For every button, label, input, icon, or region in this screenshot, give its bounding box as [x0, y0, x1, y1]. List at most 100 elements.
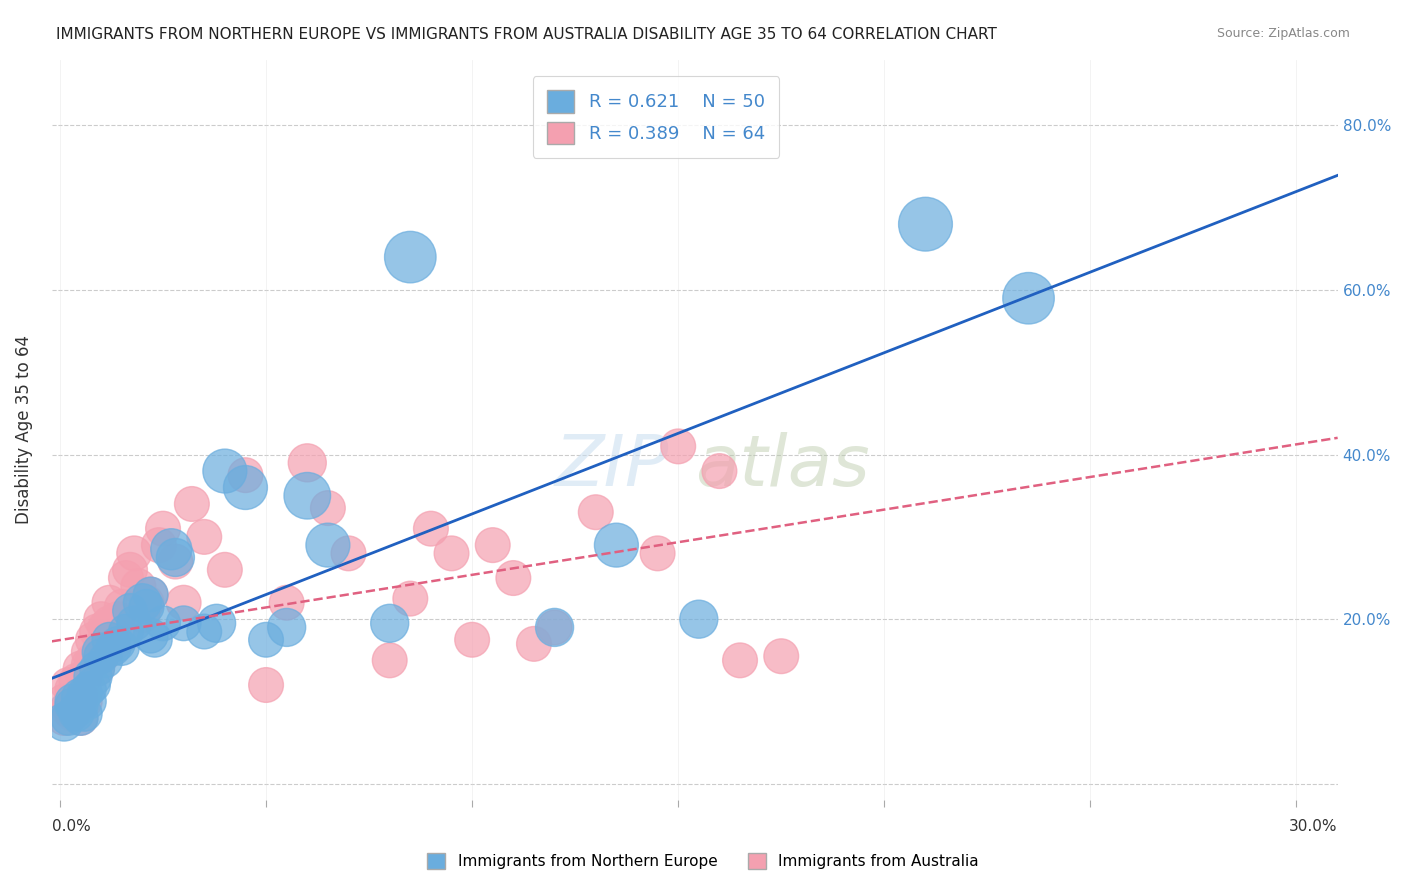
Point — [205, 616, 228, 631]
Point — [98, 632, 121, 647]
Point — [419, 522, 441, 536]
Point — [69, 690, 91, 705]
Point — [98, 616, 121, 631]
Point — [193, 530, 215, 544]
Text: atlas: atlas — [695, 433, 869, 501]
Point — [82, 678, 104, 692]
Point — [543, 620, 565, 634]
Point — [94, 653, 117, 667]
Legend: R = 0.621    N = 50, R = 0.389    N = 64: R = 0.621 N = 50, R = 0.389 N = 64 — [533, 76, 779, 158]
Point — [90, 645, 112, 659]
Point — [115, 624, 138, 639]
Point — [69, 698, 91, 713]
Point — [98, 596, 121, 610]
Point — [115, 571, 138, 585]
Point — [90, 612, 112, 626]
Point — [111, 629, 134, 643]
Point — [180, 497, 202, 511]
Point — [120, 604, 142, 618]
Point — [297, 489, 319, 503]
Point — [399, 591, 422, 606]
Point — [122, 616, 145, 631]
Point — [139, 587, 162, 601]
Point — [53, 711, 76, 725]
Point — [73, 706, 96, 721]
Point — [53, 698, 76, 713]
Point — [58, 678, 80, 692]
Point — [585, 505, 607, 519]
Point — [316, 538, 339, 552]
Point — [77, 694, 100, 708]
Point — [94, 645, 117, 659]
Point — [86, 624, 108, 639]
Point — [160, 542, 183, 557]
Point — [543, 620, 565, 634]
Point — [139, 629, 162, 643]
Point — [235, 468, 257, 483]
Point — [53, 694, 76, 708]
Point — [58, 703, 80, 717]
Point — [152, 522, 174, 536]
Point — [914, 217, 936, 231]
Point — [1018, 291, 1040, 305]
Legend: Immigrants from Northern Europe, Immigrants from Australia: Immigrants from Northern Europe, Immigra… — [420, 847, 986, 875]
Text: IMMIGRANTS FROM NORTHERN EUROPE VS IMMIGRANTS FROM AUSTRALIA DISABILITY AGE 35 T: IMMIGRANTS FROM NORTHERN EUROPE VS IMMIG… — [56, 27, 997, 42]
Point — [214, 563, 236, 577]
Y-axis label: Disability Age 35 to 64: Disability Age 35 to 64 — [15, 335, 32, 524]
Point — [440, 546, 463, 560]
Point — [111, 599, 134, 614]
Point — [122, 546, 145, 560]
Point — [461, 632, 484, 647]
Point — [120, 563, 142, 577]
Point — [103, 640, 125, 655]
Point — [502, 571, 524, 585]
Point — [77, 682, 100, 697]
Point — [728, 653, 751, 667]
Point — [86, 662, 108, 676]
Point — [107, 637, 129, 651]
Point — [647, 546, 669, 560]
Point — [378, 616, 401, 631]
Point — [86, 662, 108, 676]
Point — [235, 481, 257, 495]
Point — [82, 653, 104, 667]
Point — [666, 439, 689, 453]
Point — [148, 538, 170, 552]
Point — [276, 596, 298, 610]
Point — [69, 711, 91, 725]
Point — [69, 690, 91, 705]
Point — [316, 501, 339, 516]
Point — [58, 711, 80, 725]
Point — [60, 694, 83, 708]
Point — [135, 596, 157, 610]
Point — [90, 649, 112, 664]
Text: ZIP: ZIP — [554, 433, 669, 501]
Point — [107, 612, 129, 626]
Point — [53, 714, 76, 729]
Point — [73, 670, 96, 684]
Point — [254, 678, 277, 692]
Point — [111, 640, 134, 655]
Point — [60, 698, 83, 713]
Point — [60, 706, 83, 721]
Point — [65, 673, 87, 688]
Point — [165, 555, 187, 569]
Point — [65, 698, 87, 713]
Point — [165, 550, 187, 565]
Point — [770, 649, 793, 664]
Text: 0.0%: 0.0% — [52, 819, 90, 834]
Point — [73, 686, 96, 700]
Point — [143, 632, 166, 647]
Point — [173, 616, 195, 631]
Point — [523, 637, 546, 651]
Point — [60, 682, 83, 697]
Point — [65, 703, 87, 717]
Point — [127, 579, 149, 593]
Point — [131, 596, 153, 610]
Point — [297, 456, 319, 470]
Point — [82, 670, 104, 684]
Point — [276, 620, 298, 634]
Point — [94, 620, 117, 634]
Point — [135, 599, 157, 614]
Text: 30.0%: 30.0% — [1289, 819, 1337, 834]
